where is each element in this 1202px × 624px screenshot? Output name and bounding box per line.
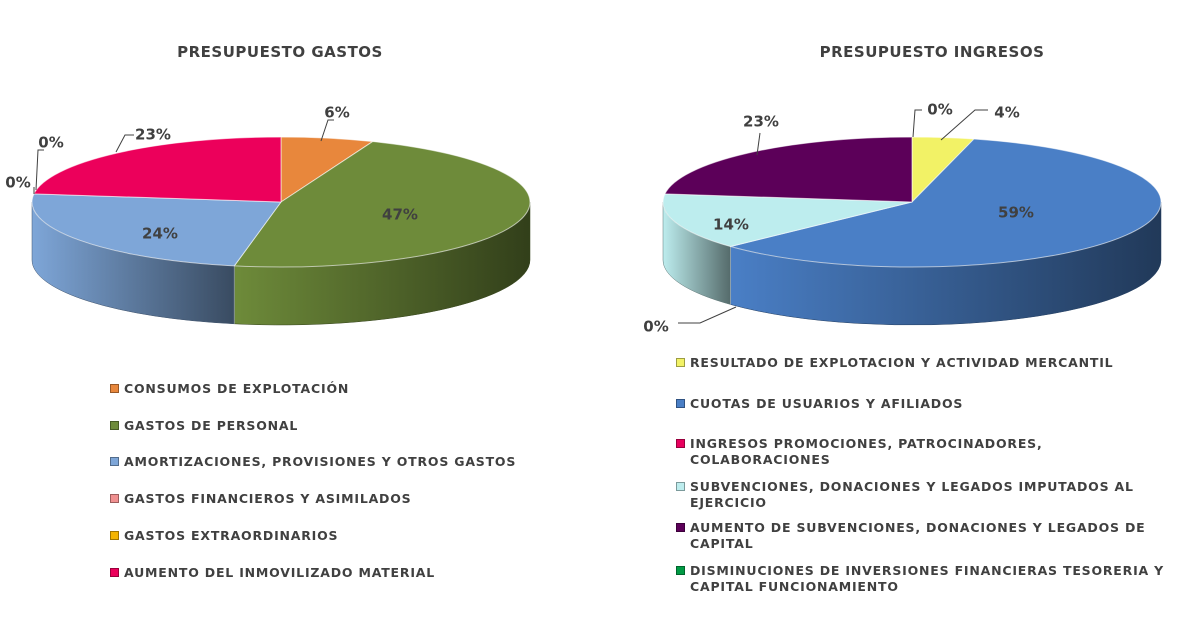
pie-leader-lines bbox=[33, 119, 334, 194]
legend-swatch bbox=[676, 439, 685, 448]
legend-item: GASTOS EXTRAORDINARIOS bbox=[110, 528, 338, 544]
legend-swatch bbox=[110, 494, 119, 503]
data-label: 23% bbox=[135, 126, 171, 144]
legend-swatch bbox=[110, 531, 119, 540]
data-label: 0% bbox=[5, 174, 30, 192]
pie-ingresos: 4% 59% 0% 14% 23% 0% bbox=[643, 101, 1162, 336]
pie-slice bbox=[233, 141, 531, 268]
leader-line bbox=[115, 134, 134, 153]
legend-item: RESULTADO DE EXPLOTACION Y ACTIVIDAD MER… bbox=[676, 355, 1176, 371]
pie-slice bbox=[729, 138, 1162, 268]
legend-item: DISMINUCIONES DE INVERSIONES FINANCIERAS… bbox=[676, 563, 1176, 595]
legend-swatch bbox=[676, 523, 685, 532]
legend-label: INGRESOS PROMOCIONES, PATROCINADORES, CO… bbox=[690, 436, 1043, 467]
data-label: 0% bbox=[38, 134, 63, 152]
data-label: 0% bbox=[927, 101, 952, 119]
legend-item: GASTOS FINANCIEROS Y ASIMILADOS bbox=[110, 491, 411, 507]
legend-item: CONSUMOS DE EXPLOTACIÓN bbox=[110, 381, 349, 397]
legend-item: SUBVENCIONES, DONACIONES Y LEGADOS IMPUT… bbox=[676, 479, 1176, 511]
legend-item: CUOTAS DE USUARIOS Y AFILIADOS bbox=[676, 396, 1176, 412]
legend-label: CUOTAS DE USUARIOS Y AFILIADOS bbox=[690, 396, 964, 411]
data-label: 14% bbox=[713, 216, 749, 234]
legend-swatch bbox=[676, 482, 685, 491]
pie-slice bbox=[662, 193, 913, 247]
legend-label: RESULTADO DE EXPLOTACION Y ACTIVIDAD MER… bbox=[690, 355, 1114, 370]
pie-data-labels: 6% 47% 24% 0% 0% 23% bbox=[5, 104, 418, 243]
pie-slice bbox=[31, 193, 282, 267]
pie-data-labels: 4% 59% 0% 14% 23% 0% bbox=[643, 101, 1034, 336]
legend-item: GASTOS DE PERSONAL bbox=[110, 418, 298, 434]
leader-line bbox=[940, 109, 988, 141]
leader-line bbox=[912, 109, 922, 138]
legend-label: AUMENTO DEL INMOVILIZADO MATERIAL bbox=[124, 565, 436, 580]
legend-swatch bbox=[110, 421, 119, 430]
legend-swatch bbox=[110, 568, 119, 577]
pie-slice bbox=[33, 136, 282, 203]
data-label: 59% bbox=[998, 204, 1034, 222]
chart-title-ingresos: PRESUPUESTO INGRESOS bbox=[820, 43, 1045, 61]
pie-top bbox=[662, 136, 1162, 268]
data-label: 4% bbox=[994, 104, 1019, 122]
data-label: 0% bbox=[643, 318, 668, 336]
legend-item: AMORTIZACIONES, PROVISIONES Y OTROS GAST… bbox=[110, 454, 516, 470]
legend-label: SUBVENCIONES, DONACIONES Y LEGADOS IMPUT… bbox=[690, 479, 1134, 510]
leader-line bbox=[320, 119, 334, 142]
data-label: 24% bbox=[142, 225, 178, 243]
legend-label: GASTOS DE PERSONAL bbox=[124, 418, 299, 433]
pie-gastos: 6% 47% 24% 0% 0% 23% bbox=[5, 104, 531, 326]
legend-item: AUMENTO DE SUBVENCIONES, DONACIONES Y LE… bbox=[676, 520, 1176, 552]
legend-label: CONSUMOS DE EXPLOTACIÓN bbox=[124, 381, 350, 396]
leader-line bbox=[678, 306, 737, 324]
legend-item: AUMENTO DEL INMOVILIZADO MATERIAL bbox=[110, 565, 435, 581]
legend-swatch bbox=[110, 384, 119, 393]
legend-swatch bbox=[676, 358, 685, 367]
legend-label: GASTOS FINANCIEROS Y ASIMILADOS bbox=[124, 491, 412, 506]
legend-swatch bbox=[676, 566, 685, 575]
leader-line bbox=[35, 149, 44, 191]
leader-line bbox=[756, 132, 761, 156]
pie-top bbox=[31, 136, 531, 268]
pie-leader-lines bbox=[678, 109, 988, 324]
legend-swatch bbox=[676, 399, 685, 408]
data-label: 6% bbox=[324, 104, 349, 122]
legend-label: AUMENTO DE SUBVENCIONES, DONACIONES Y LE… bbox=[690, 520, 1146, 551]
data-label: 23% bbox=[743, 113, 779, 131]
legend-item: INGRESOS PROMOCIONES, PATROCINADORES, CO… bbox=[676, 436, 1176, 468]
data-label: 47% bbox=[382, 206, 418, 224]
legend-label: GASTOS EXTRAORDINARIOS bbox=[124, 528, 339, 543]
legend-label: AMORTIZACIONES, PROVISIONES Y OTROS GAST… bbox=[124, 454, 517, 469]
chart-title-gastos: PRESUPUESTO GASTOS bbox=[177, 43, 383, 61]
legend-label: DISMINUCIONES DE INVERSIONES FINANCIERAS… bbox=[690, 563, 1165, 594]
legend-swatch bbox=[110, 457, 119, 466]
pie-slice bbox=[664, 136, 913, 203]
